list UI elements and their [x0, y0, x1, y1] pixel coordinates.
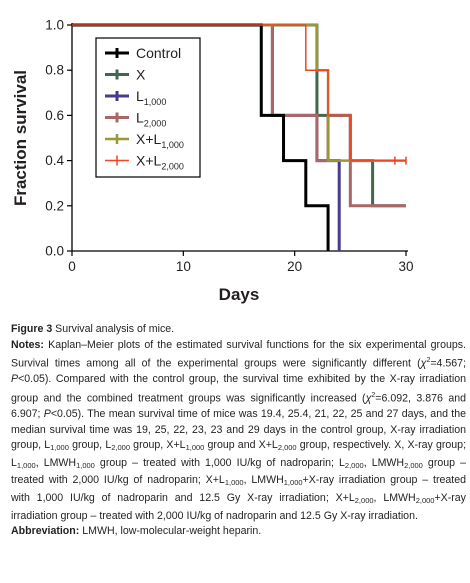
chart-svg: 0.0 0.2 0.4 0.6 0.8 1.0 0 10 20 30 Days Fraction su… — [11, 18, 414, 305]
figure-caption: Figure 3 Survival analysis of mice. Note… — [11, 322, 466, 540]
x-axis-label: Days — [219, 285, 260, 304]
y-tick-label: 0.8 — [45, 63, 64, 78]
y-tick-label: 1.0 — [45, 18, 64, 33]
y-axis-label: Fraction survival — [11, 70, 30, 206]
legend-box — [95, 37, 201, 178]
caption-abbrev-label: Abbreviation: — [11, 525, 80, 538]
x-tick-label: 30 — [398, 259, 413, 274]
caption-abbrev-text: LMWH, low-molecular-weight heparin. — [82, 525, 262, 538]
y-tick-label: 0.6 — [45, 108, 64, 123]
survival-chart: 0.0 0.2 0.4 0.6 0.8 1.0 0 10 20 30 Days Fraction su… — [11, 18, 414, 305]
caption-notes-label: Notes: — [11, 338, 44, 351]
caption-title-line: Figure 3 Survival analysis of mice. — [11, 322, 466, 338]
x-tick-label: 20 — [287, 259, 302, 274]
caption-title: Survival analysis of mice. — [55, 323, 175, 335]
caption-label: Figure 3 — [11, 323, 53, 335]
legend-label-5: X+L2,000 — [136, 153, 184, 172]
caption-notes: Notes: Kaplan–Meier plots of the estimat… — [11, 338, 467, 522]
series-line-0 — [72, 23, 330, 251]
legend-label-0: Control — [136, 45, 181, 61]
caption-abbreviation: Abbreviation: LMWH, low-molecular-weight… — [11, 524, 466, 540]
x-tick-label: 10 — [176, 259, 191, 274]
legend-label-3: L2,000 — [136, 110, 166, 129]
y-tick-label: 0.0 — [45, 244, 64, 259]
legend-label-2: L1,000 — [136, 88, 166, 107]
legend-label-1: X — [136, 67, 146, 83]
y-tick-label: 0.4 — [45, 153, 64, 168]
series-line-5 — [72, 24, 406, 162]
x-tick-label: 0 — [68, 259, 76, 274]
legend-label-4: X+L1,000 — [136, 131, 184, 150]
y-tick-label: 0.2 — [45, 198, 64, 213]
